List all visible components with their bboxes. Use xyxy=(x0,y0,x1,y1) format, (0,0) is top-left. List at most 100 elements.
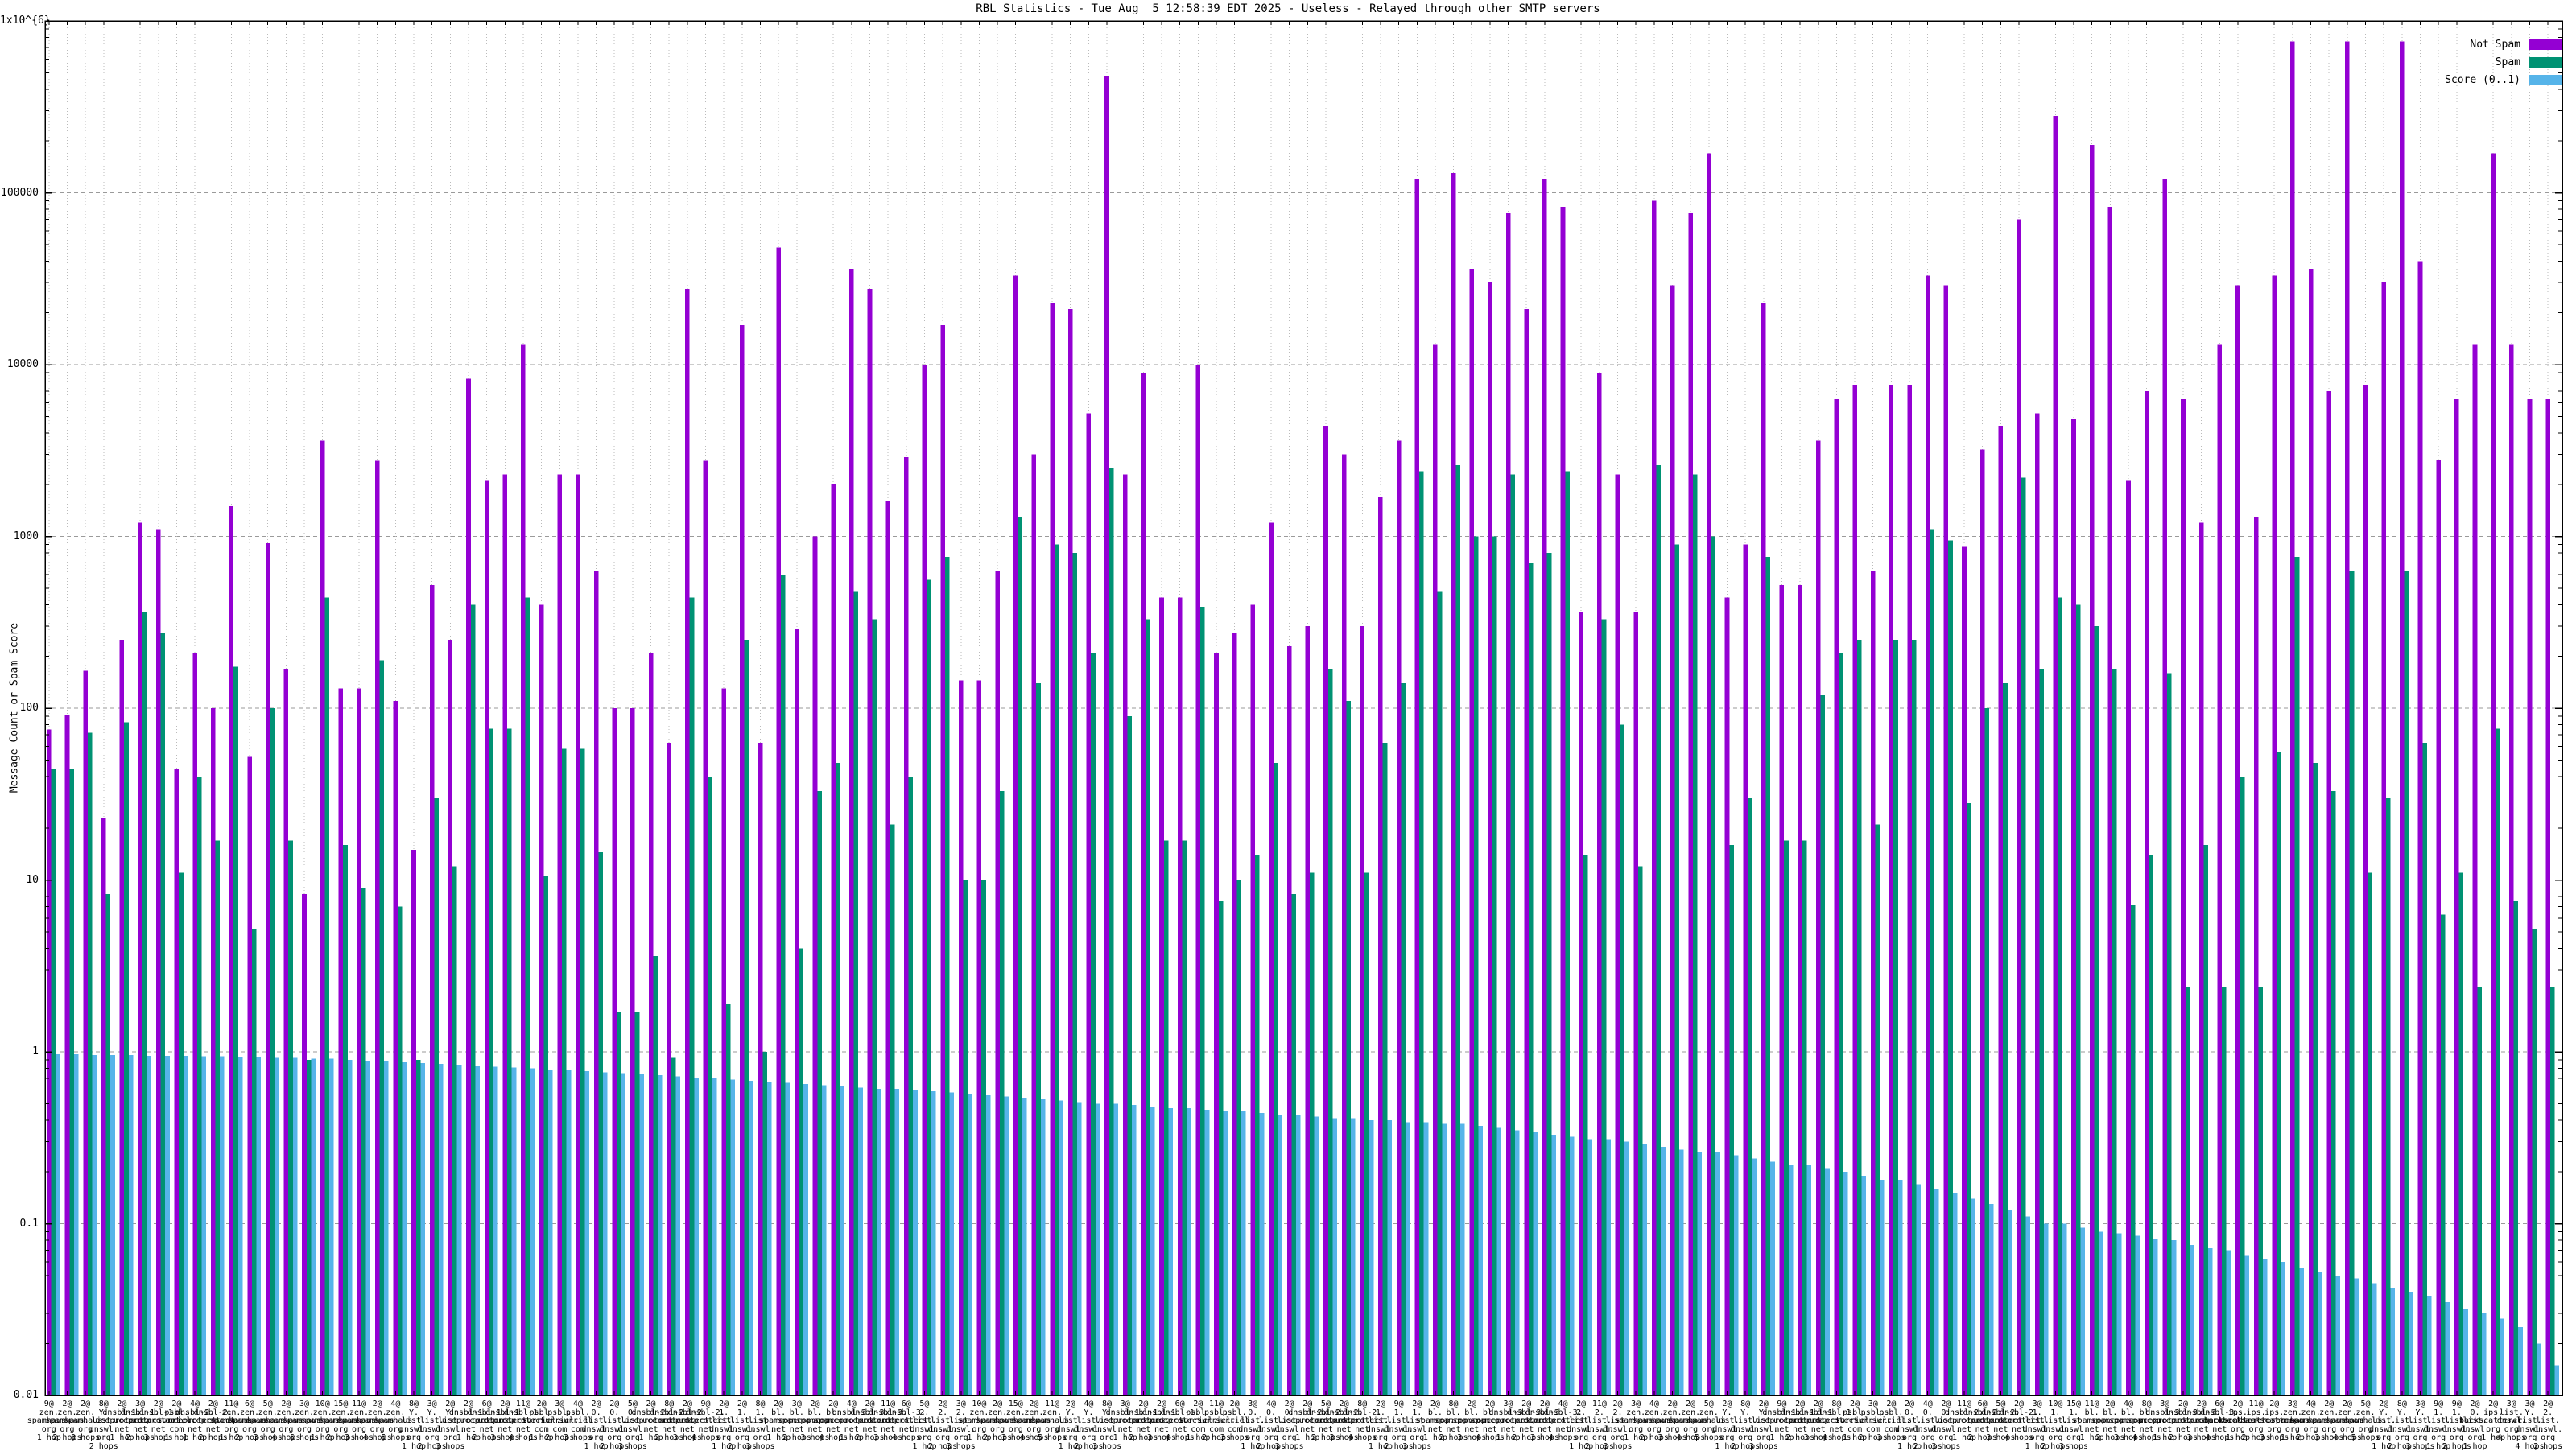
bar-score xyxy=(584,1071,589,1395)
x-tick-label: 3@ 2. list. dnswl. org 3 hops xyxy=(946,1399,976,1451)
bar-not-spam xyxy=(758,742,763,1395)
bar-score xyxy=(1204,1110,1210,1395)
x-tick-label: 2@ bl. spamcop. net 1 hop xyxy=(1415,1399,1455,1442)
bar-not-spam xyxy=(192,653,197,1395)
bar-spam xyxy=(2258,986,2263,1395)
bar-score xyxy=(1678,1149,1684,1395)
bar-not-spam xyxy=(2162,179,2168,1395)
bar-not-spam xyxy=(320,440,325,1395)
x-tick-label: 8@ dnsbl-2. uceprotect. net 4 hops xyxy=(1335,1399,1389,1442)
bar-not-spam xyxy=(229,505,234,1395)
bar-spam xyxy=(1620,724,1624,1395)
bar-spam xyxy=(2240,776,2245,1395)
bar-spam xyxy=(1127,715,1133,1395)
x-tick-label: 2@ dnsbl-2. uceprotect. net 4 hops xyxy=(1992,1399,2046,1442)
bar-not-spam xyxy=(1305,626,1311,1395)
bar-spam xyxy=(2532,929,2537,1395)
bar-spam xyxy=(1273,763,1278,1395)
bar-not-spam xyxy=(484,480,489,1395)
bar-spam xyxy=(507,728,512,1395)
x-tick-label: 9@ dnsbl-1. uceprotect. net 1 hop xyxy=(1755,1399,1809,1442)
bar-spam xyxy=(51,769,56,1395)
bar-spam xyxy=(343,844,348,1395)
bar-not-spam xyxy=(1013,275,1018,1396)
bar-not-spam xyxy=(1724,597,1730,1395)
bar-not-spam xyxy=(1979,449,1985,1396)
bar-score xyxy=(511,1067,517,1395)
bar-not-spam xyxy=(357,688,361,1395)
x-tick-label: 3@ zen. spamhaus. org 5 hops xyxy=(282,1399,327,1442)
bar-spam xyxy=(69,769,74,1395)
bar-not-spam xyxy=(1195,365,1201,1395)
bar-score xyxy=(201,1056,207,1395)
bar-score xyxy=(1351,1118,1356,1395)
bar-not-spam xyxy=(1615,474,1620,1395)
bar-spam xyxy=(872,619,877,1395)
bar-spam xyxy=(2368,872,2372,1395)
x-tick-label: 3@ dnsbl-1. uceprotect. net 1 hop xyxy=(1098,1399,1152,1442)
bar-not-spam xyxy=(1798,585,1802,1395)
x-tick-label: 4@ zen. spamhaus. org 2 hops xyxy=(2289,1399,2333,1442)
bar-score xyxy=(1733,1155,1739,1395)
bar-spam xyxy=(1930,529,1935,1396)
x-tick-label: 2@ Y. list. dnswl. org 1 hop xyxy=(1712,1399,1742,1451)
bar-not-spam xyxy=(2107,206,2113,1395)
bar-spam xyxy=(1018,517,1023,1395)
bar-score xyxy=(621,1073,626,1395)
bar-not-spam xyxy=(2089,144,2095,1396)
bar-score xyxy=(712,1078,717,1395)
bar-spam xyxy=(1455,464,1460,1395)
bar-not-spam xyxy=(1505,212,1511,1395)
bar-spam xyxy=(361,888,366,1395)
bar-not-spam xyxy=(1396,440,1402,1395)
x-tick-label: 3@ 0. list. dnswl. org 1 hop xyxy=(1238,1399,1268,1451)
bar-score xyxy=(985,1094,991,1395)
bar-score xyxy=(1934,1188,1939,1395)
bar-spam xyxy=(1200,606,1205,1395)
bar-not-spam xyxy=(831,484,836,1395)
bar-spam xyxy=(196,776,202,1395)
bar-not-spam xyxy=(593,571,599,1395)
bar-score xyxy=(2554,1365,2560,1395)
bar-not-spam xyxy=(2472,344,2478,1395)
bar-not-spam xyxy=(1779,585,1785,1395)
x-tick-label: 2@ 0. list. dnswl. org 2 hops xyxy=(600,1399,630,1451)
bar-score xyxy=(1459,1123,1465,1395)
bar-spam xyxy=(1054,544,1059,1395)
x-tick-label: 2@ 0. list. dnswl. org 1 hop xyxy=(2460,1399,2490,1451)
bar-score xyxy=(1132,1105,1137,1395)
bar-score xyxy=(1113,1103,1119,1395)
bar-score xyxy=(1715,1152,1720,1395)
bar-score xyxy=(1187,1108,1191,1395)
bar-score xyxy=(2481,1313,2487,1395)
x-tick-label: 2@ zen. spamhaus. org 4 hops xyxy=(1669,1399,1713,1442)
bar-not-spam xyxy=(958,680,964,1395)
x-tick-label: 6@ dnsbl-2. uceprotect. net 2 hops xyxy=(1955,1399,2009,1442)
bar-spam xyxy=(562,748,567,1395)
bar-score xyxy=(1368,1119,1374,1395)
bar-not-spam xyxy=(1524,309,1530,1395)
bar-not-spam xyxy=(721,688,726,1395)
bar-score xyxy=(1897,1179,1903,1395)
bar-score xyxy=(803,1083,808,1395)
bar-not-spam xyxy=(1360,626,1365,1395)
bar-score xyxy=(858,1087,863,1395)
bar-not-spam xyxy=(47,729,52,1395)
chart-title: RBL Statistics - Tue Aug 5 12:58:39 EDT … xyxy=(976,2,1600,15)
bar-score xyxy=(1770,1161,1775,1395)
x-tick-label: 3@ zen. spamhaus. org 1 hop xyxy=(1614,1399,1658,1442)
bar-spam xyxy=(1839,653,1843,1395)
bar-not-spam xyxy=(1451,173,1456,1395)
x-tick-label: 2@ dnsbl-3. uceprotect. net 2 hops xyxy=(2156,1399,2211,1442)
x-tick-label: 2@ 1. list. dnswl. org 3 hops xyxy=(1402,1399,1432,1451)
bar-score xyxy=(2317,1272,2322,1395)
bar-spam xyxy=(2349,571,2355,1395)
y-tick-label: 0.01 xyxy=(13,1389,39,1401)
x-tick-label: 2@ dnsbl-1. uceprotect. net 2 hops xyxy=(1773,1399,1827,1442)
x-tick-label: 8@ Y. list. dnswl. org 2 hops xyxy=(1731,1399,1761,1451)
bar-score xyxy=(548,1069,553,1395)
bar-score xyxy=(1514,1130,1520,1395)
bar-not-spam xyxy=(1670,285,1675,1395)
x-tick-label: 11@ dnsbl-1. uceprotect. net 4 hops xyxy=(496,1399,551,1442)
